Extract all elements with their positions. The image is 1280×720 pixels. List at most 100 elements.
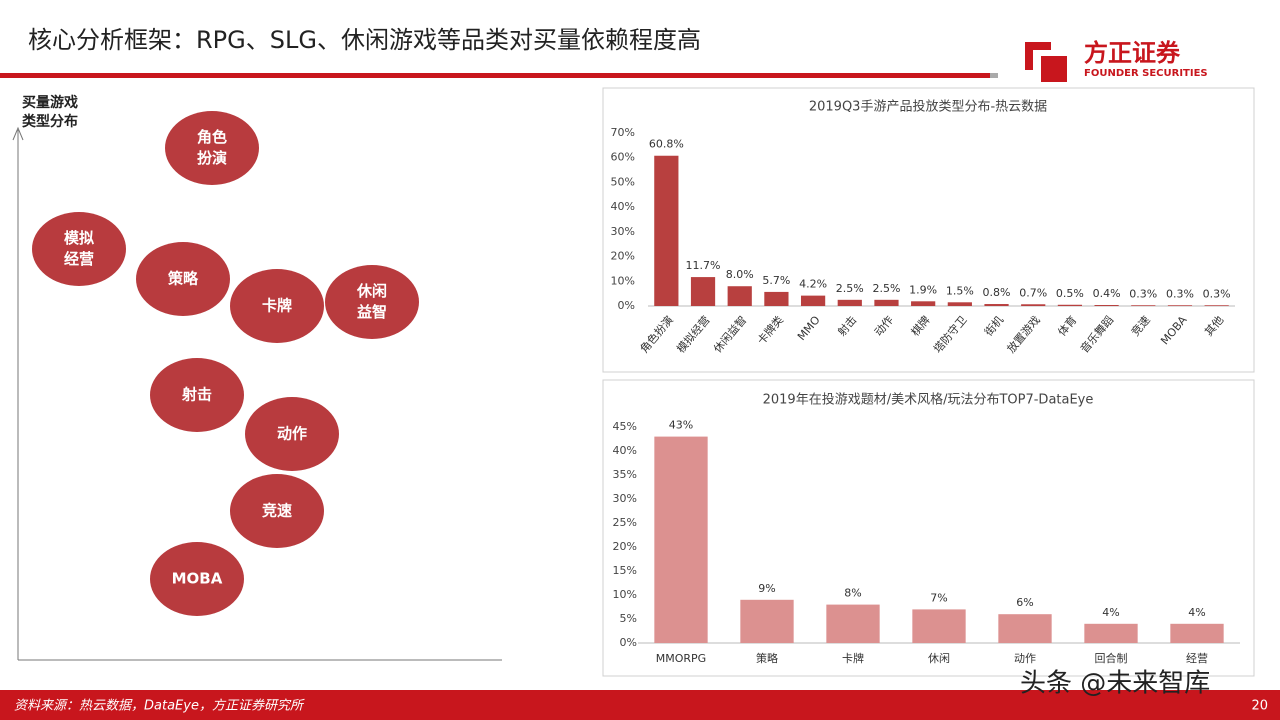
logo-subname: FOUNDER SECURITIES — [1084, 68, 1208, 79]
header-rule — [0, 73, 990, 78]
chart-title: 2019Q3手游产品投放类型分布-热云数据 — [809, 99, 1047, 115]
value-label: 0.4% — [1093, 287, 1121, 300]
y-tick-label: 5% — [620, 612, 637, 625]
value-label: 43% — [669, 419, 693, 432]
value-label: 0.7% — [1019, 286, 1047, 299]
value-label: 11.7% — [686, 259, 721, 272]
value-label: 9% — [758, 582, 775, 595]
logo-name: 方正证券 — [1084, 39, 1181, 67]
value-label: 0.8% — [983, 286, 1011, 299]
bubble-label: 益智 — [357, 303, 387, 321]
value-label: 6% — [1016, 596, 1033, 609]
bar — [1084, 623, 1138, 643]
bar — [690, 277, 716, 306]
chart-frame — [602, 87, 1255, 373]
bubble-label: 射击 — [181, 386, 212, 404]
value-label: 4.2% — [799, 278, 827, 291]
bubble-label: 休闲 — [356, 282, 387, 300]
bar — [998, 614, 1052, 643]
y-tick-label: 20% — [613, 540, 637, 553]
y-tick-label: 15% — [613, 564, 637, 577]
axis-label: 类型分布 — [22, 113, 78, 130]
y-tick-label: 10% — [611, 274, 635, 287]
bar — [912, 609, 966, 643]
bubble-label: 角色 — [197, 128, 227, 146]
value-label: 8.0% — [726, 268, 754, 281]
y-tick-label: 20% — [611, 250, 635, 263]
bar — [654, 155, 679, 306]
bubble — [150, 358, 244, 432]
bubble — [230, 269, 324, 343]
x-tick-label: 动作 — [1014, 652, 1036, 665]
slide-title: 核心分析框架：RPG、SLG、休闲游戏等品类对买量依赖程度高 — [28, 26, 701, 54]
bar — [654, 436, 708, 643]
footer-source: 资料来源：热云数据，DataEye，方正证券研究所 — [14, 698, 305, 714]
y-tick-label: 40% — [611, 200, 635, 213]
x-tick-label: 策略 — [756, 651, 778, 665]
bar — [1057, 304, 1083, 306]
bubble — [150, 542, 244, 616]
bar — [1094, 305, 1119, 306]
bubble-label: 策略 — [167, 270, 199, 288]
bar — [947, 302, 972, 306]
value-label: 2.5% — [836, 282, 864, 295]
bubble — [230, 474, 324, 548]
bubble — [32, 212, 126, 286]
value-label: 5.7% — [762, 274, 790, 287]
bubble — [136, 242, 230, 316]
y-tick-label: 30% — [611, 225, 635, 238]
x-tick-label: 卡牌 — [842, 651, 864, 665]
y-tick-label: 35% — [613, 468, 637, 481]
value-label: 0.3% — [1203, 287, 1231, 300]
bar — [727, 286, 752, 306]
x-tick-label: MMORPG — [656, 652, 706, 665]
bubble-label: 卡牌 — [262, 297, 292, 315]
value-label: 0.5% — [1056, 287, 1084, 300]
bubble-label: 扮演 — [197, 149, 227, 167]
value-label: 0.3% — [1129, 287, 1157, 300]
value-label: 4% — [1188, 606, 1205, 619]
y-tick-label: 25% — [613, 516, 637, 529]
value-label: 1.9% — [909, 283, 937, 296]
bubble-label: 动作 — [277, 425, 307, 443]
bubble — [245, 397, 339, 471]
bubble-label: 模拟 — [64, 229, 94, 247]
page-number: 20 — [1251, 699, 1268, 714]
bubble-label: MOBA — [172, 570, 223, 588]
chart-title: 2019年在投游戏题材/美术风格/玩法分布TOP7-DataEye — [763, 392, 1094, 408]
bar — [911, 301, 936, 306]
x-tick-label: 休闲 — [928, 651, 950, 665]
bubble-label: 竞速 — [262, 502, 292, 520]
value-label: 60.8% — [649, 138, 684, 151]
bar — [1204, 305, 1229, 306]
logo-icon — [1025, 42, 1067, 82]
bar — [1131, 305, 1156, 306]
bar — [874, 299, 899, 306]
logo: 方正证券 FOUNDER SECURITIES — [1025, 39, 1208, 82]
bar — [800, 295, 826, 306]
bar — [826, 604, 880, 643]
axis-arrow — [12, 126, 24, 141]
x-tick-label: 回合制 — [1095, 651, 1128, 665]
bar — [1170, 623, 1224, 643]
watermark: 头条 @未来智库 — [1020, 669, 1210, 699]
y-tick-label: 0% — [618, 299, 635, 312]
value-label: 8% — [844, 587, 861, 600]
bar — [984, 304, 1009, 306]
bubble — [325, 265, 419, 339]
value-label: 7% — [930, 591, 947, 604]
footer-band — [0, 690, 1280, 720]
bubble — [165, 111, 259, 185]
bar — [1167, 305, 1193, 306]
bar — [837, 299, 862, 306]
y-tick-label: 40% — [613, 444, 637, 457]
x-tick-label: 经营 — [1186, 651, 1208, 665]
value-label: 4% — [1102, 606, 1119, 619]
bar — [764, 291, 789, 306]
bar — [740, 599, 794, 643]
y-tick-label: 10% — [613, 588, 637, 601]
y-tick-label: 60% — [611, 151, 635, 164]
